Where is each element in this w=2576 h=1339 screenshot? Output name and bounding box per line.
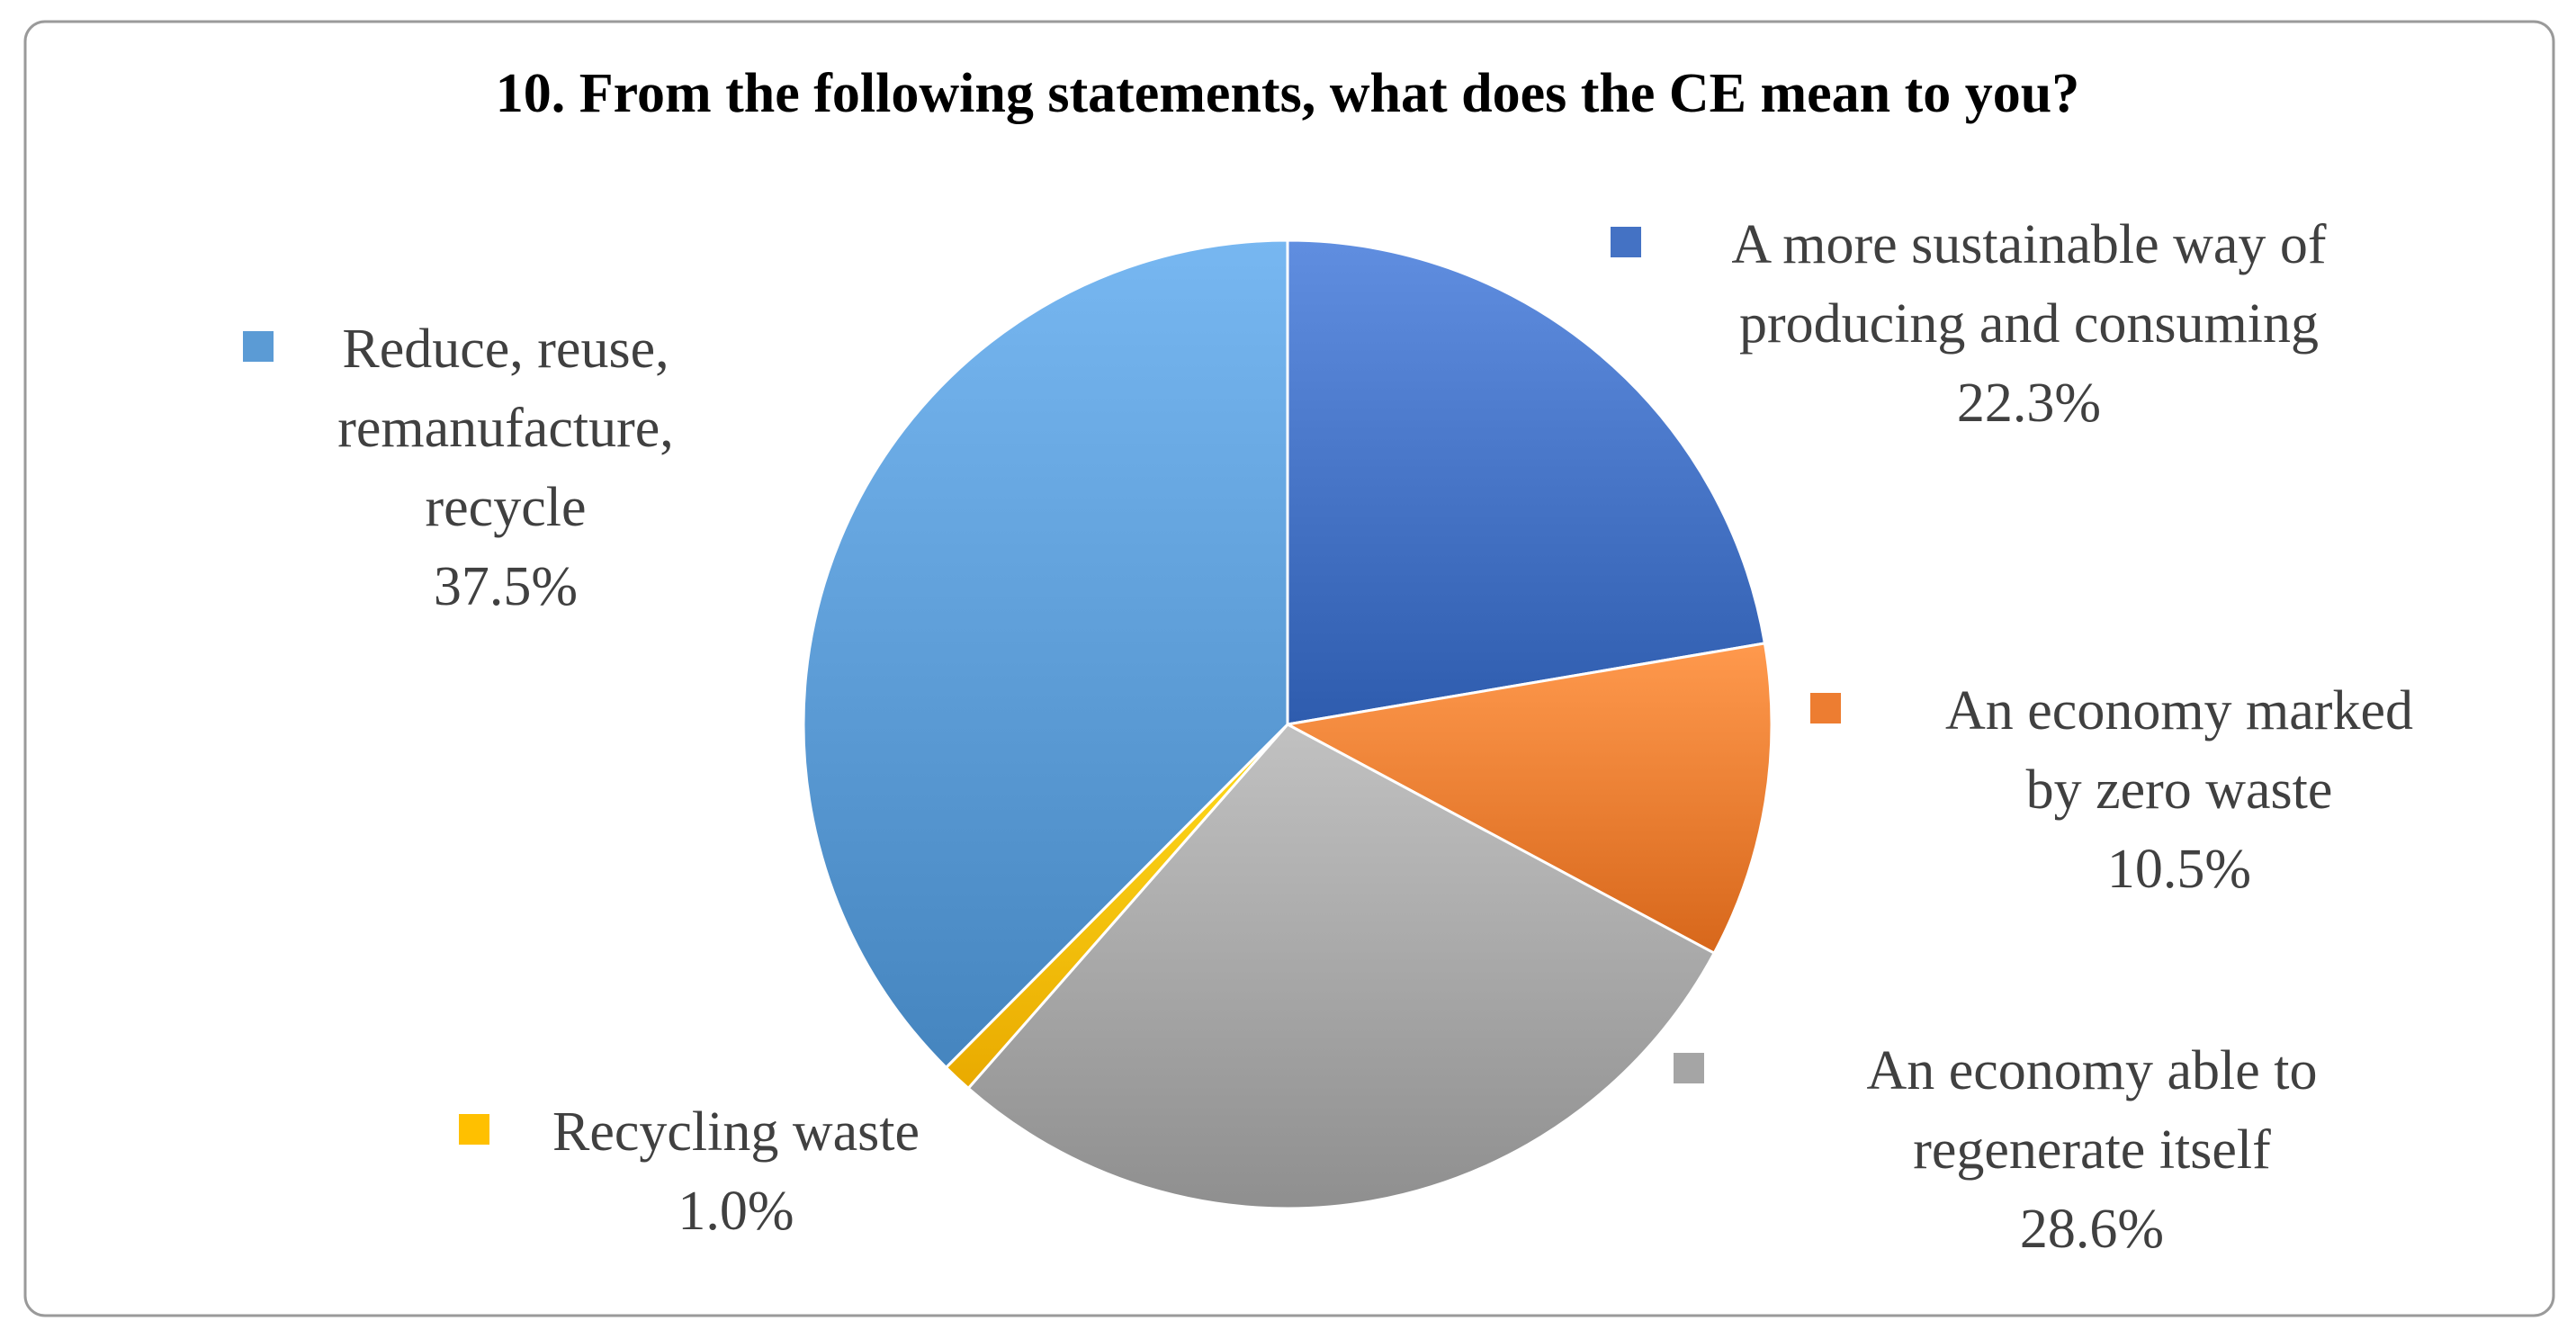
- slice-value-label: 28.6%: [2020, 1199, 2164, 1260]
- slice-label: A more sustainable way of producing and c…: [1611, 214, 2327, 434]
- slice-label: Recycling waste 1.0%: [459, 1101, 920, 1242]
- pie-slice: [1283, 642, 1773, 956]
- slice-category-label: An economy able to: [1866, 1040, 2317, 1101]
- pie-labels: A more sustainable way of producing and c…: [243, 214, 2413, 1260]
- slice-category-label: A more sustainable way of: [1731, 214, 2327, 275]
- slice-category-label: remanufacture,: [337, 398, 673, 459]
- slice-value-label: 10.5%: [2107, 839, 2251, 900]
- slice-value-label: 37.5%: [434, 556, 578, 617]
- chart-title: 10. From the following statements, what …: [496, 63, 2080, 124]
- slice-category-label: recycle: [426, 477, 587, 538]
- legend-marker: [1810, 693, 1841, 723]
- slice-value-label: 1.0%: [678, 1181, 794, 1242]
- legend-marker: [1674, 1053, 1704, 1083]
- slice-category-label: by zero waste: [2026, 759, 2333, 821]
- legend-marker: [459, 1114, 489, 1145]
- slice-category-label: regenerate itself: [1913, 1119, 2271, 1181]
- legend-marker: [1611, 227, 1641, 257]
- slice-category-label: An economy marked: [1945, 680, 2413, 741]
- slice-label: An economy marked by zero waste 10.5%: [1810, 680, 2413, 900]
- slice-value-label: 22.3%: [1957, 373, 2101, 434]
- slice-category-label: Recycling waste: [552, 1101, 920, 1163]
- pie-slice: [1286, 238, 1767, 726]
- slice-category-label: Reduce, reuse,: [342, 319, 669, 380]
- slice-label: Reduce, reuse, remanufacture, recycle 37.5%: [243, 319, 674, 617]
- pie-slice: [966, 723, 1717, 1210]
- pie-slices: [802, 238, 1773, 1210]
- pie-slice: [802, 238, 1289, 1070]
- slice-label: An economy able to regenerate itself 28.6%: [1674, 1040, 2318, 1260]
- slice-category-label: producing and consuming: [1739, 293, 2319, 355]
- legend-marker: [243, 331, 274, 362]
